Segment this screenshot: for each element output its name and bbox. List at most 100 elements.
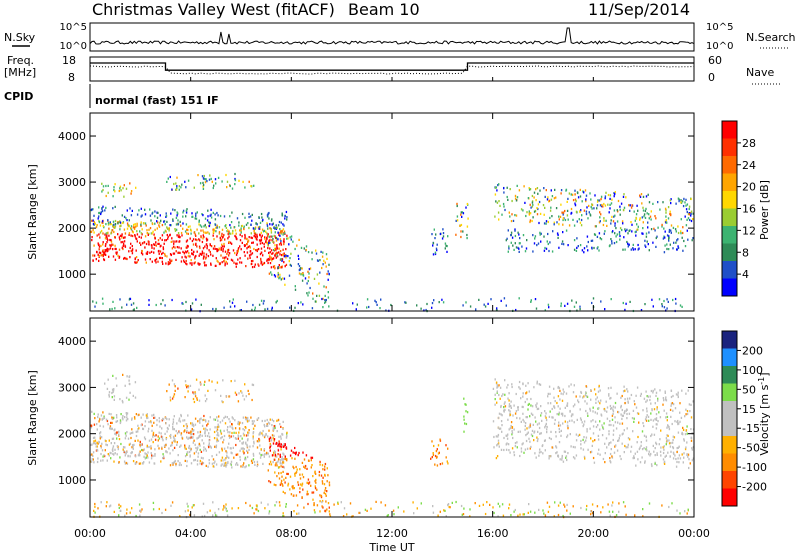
scatter-cell: [272, 222, 274, 225]
scatter-cell: [169, 464, 172, 467]
scatter-cell: [194, 392, 197, 395]
scatter-cell: [138, 209, 140, 212]
scatter-cell: [570, 383, 572, 386]
scatter-cell: [207, 434, 209, 438]
scatter-cell: [105, 243, 107, 246]
scatter-cell: [242, 428, 244, 431]
scatter-cell: [244, 235, 246, 238]
scatter-cell: [549, 216, 551, 219]
scatter-cell: [616, 449, 619, 452]
scatter-cell: [300, 483, 302, 486]
scatter-cell: [294, 446, 296, 450]
scatter-cell: [685, 224, 688, 227]
scatter-cell: [628, 204, 630, 207]
scatter-cell: [91, 219, 93, 222]
scatter-cell: [258, 439, 261, 442]
scatter-cell: [577, 399, 579, 402]
scatter-cell: [604, 195, 607, 198]
scatter-cell: [608, 245, 611, 248]
scatter-cell: [665, 454, 667, 457]
scatter-cell: [611, 455, 613, 458]
scatter-cell: [272, 265, 275, 268]
scatter-cell: [103, 252, 106, 255]
scatter-cell: [108, 454, 110, 457]
scatter-cell: [282, 253, 284, 256]
scatter-cell: [198, 254, 200, 257]
scatter-cell: [276, 475, 278, 478]
scatter-cell: [562, 217, 564, 220]
scatter-cell: [654, 215, 656, 218]
scatter-cell: [118, 461, 120, 464]
scatter-cell: [94, 511, 96, 514]
scatter-cell: [522, 395, 524, 398]
scatter-cell: [193, 400, 196, 404]
scatter-cell: [105, 223, 107, 226]
scatter-cell: [206, 429, 208, 432]
scatter-cell: [199, 239, 201, 242]
scatter-cell: [668, 248, 670, 251]
scatter-cell: [637, 243, 639, 247]
scatter-cell: [217, 439, 220, 442]
scatter-cell: [143, 448, 145, 451]
scatter-cell: [202, 502, 205, 505]
scatter-cell: [141, 214, 143, 217]
scatter-cell: [167, 235, 169, 238]
scatter-cell: [175, 258, 177, 261]
scatter-cell: [639, 446, 641, 449]
scatter-cell: [535, 404, 537, 407]
scatter-cell: [687, 453, 690, 456]
scatter-cell: [508, 247, 510, 250]
scatter-cell: [125, 452, 127, 455]
scatter-cell: [282, 470, 284, 473]
scatter-cell: [274, 254, 276, 257]
scatter-cell: [109, 223, 111, 226]
scatter-cell: [537, 430, 539, 433]
scatter-cell: [95, 258, 97, 261]
scatter-cell: [572, 199, 575, 202]
scatter-cell: [279, 455, 281, 458]
scatter-cell: [313, 503, 315, 506]
scatter-cell: [274, 235, 276, 238]
scatter-cell: [613, 209, 616, 212]
scatter-cell: [234, 391, 237, 394]
cpid-text: normal (fast) 151 IF: [95, 94, 219, 107]
scatter-cell: [195, 450, 197, 453]
scatter-cell: [662, 451, 665, 455]
scatter-cell: [562, 218, 564, 222]
scatter-cell: [148, 445, 150, 449]
scatter-cell: [261, 263, 264, 266]
scatter-cell: [93, 254, 96, 257]
scatter-cell: [158, 507, 160, 511]
scatter-cell: [282, 228, 285, 231]
scatter-cell: [114, 258, 117, 261]
scatter-cell: [507, 383, 509, 387]
scatter-cell: [469, 515, 471, 518]
scatter-cell: [223, 245, 225, 248]
scatter-cell: [675, 302, 677, 305]
scatter-cell: [100, 212, 102, 216]
scatter-cell: [560, 192, 562, 195]
scatter-cell: [495, 381, 498, 384]
scatter-cell: [207, 255, 210, 258]
scatter-cell: [272, 257, 274, 260]
scatter-cell: [637, 458, 639, 461]
scatter-cell: [161, 238, 163, 241]
scatter-cell: [220, 248, 223, 251]
scatter-cell: [238, 392, 240, 395]
scatter-cell: [285, 254, 287, 257]
scatter-cell: [573, 305, 576, 308]
velocity-colorbar-label-sup: -1: [757, 377, 766, 385]
scatter-cell: [234, 229, 237, 232]
scatter-cell: [193, 452, 196, 455]
scatter-cell: [122, 446, 125, 449]
scatter-cell: [212, 501, 214, 504]
scatter-cell: [131, 428, 133, 431]
scatter-cell: [245, 223, 248, 226]
scatter-cell: [624, 248, 626, 251]
scatter-cell: [144, 452, 146, 455]
scatter-cell: [164, 223, 166, 226]
scatter-cell: [314, 480, 316, 483]
scatter-cell: [263, 245, 265, 248]
scatter-cell: [120, 505, 122, 508]
scatter-cell: [520, 420, 522, 423]
